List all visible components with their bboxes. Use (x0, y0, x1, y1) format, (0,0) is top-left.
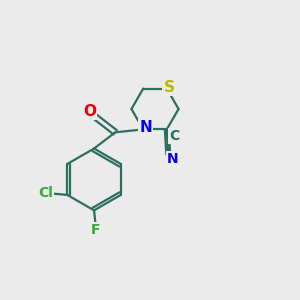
Text: S: S (164, 80, 175, 94)
Text: C: C (169, 129, 179, 143)
Text: N: N (167, 152, 178, 166)
Text: N: N (139, 120, 152, 135)
Text: O: O (83, 104, 96, 119)
Text: F: F (91, 223, 100, 237)
Text: Cl: Cl (38, 186, 52, 200)
